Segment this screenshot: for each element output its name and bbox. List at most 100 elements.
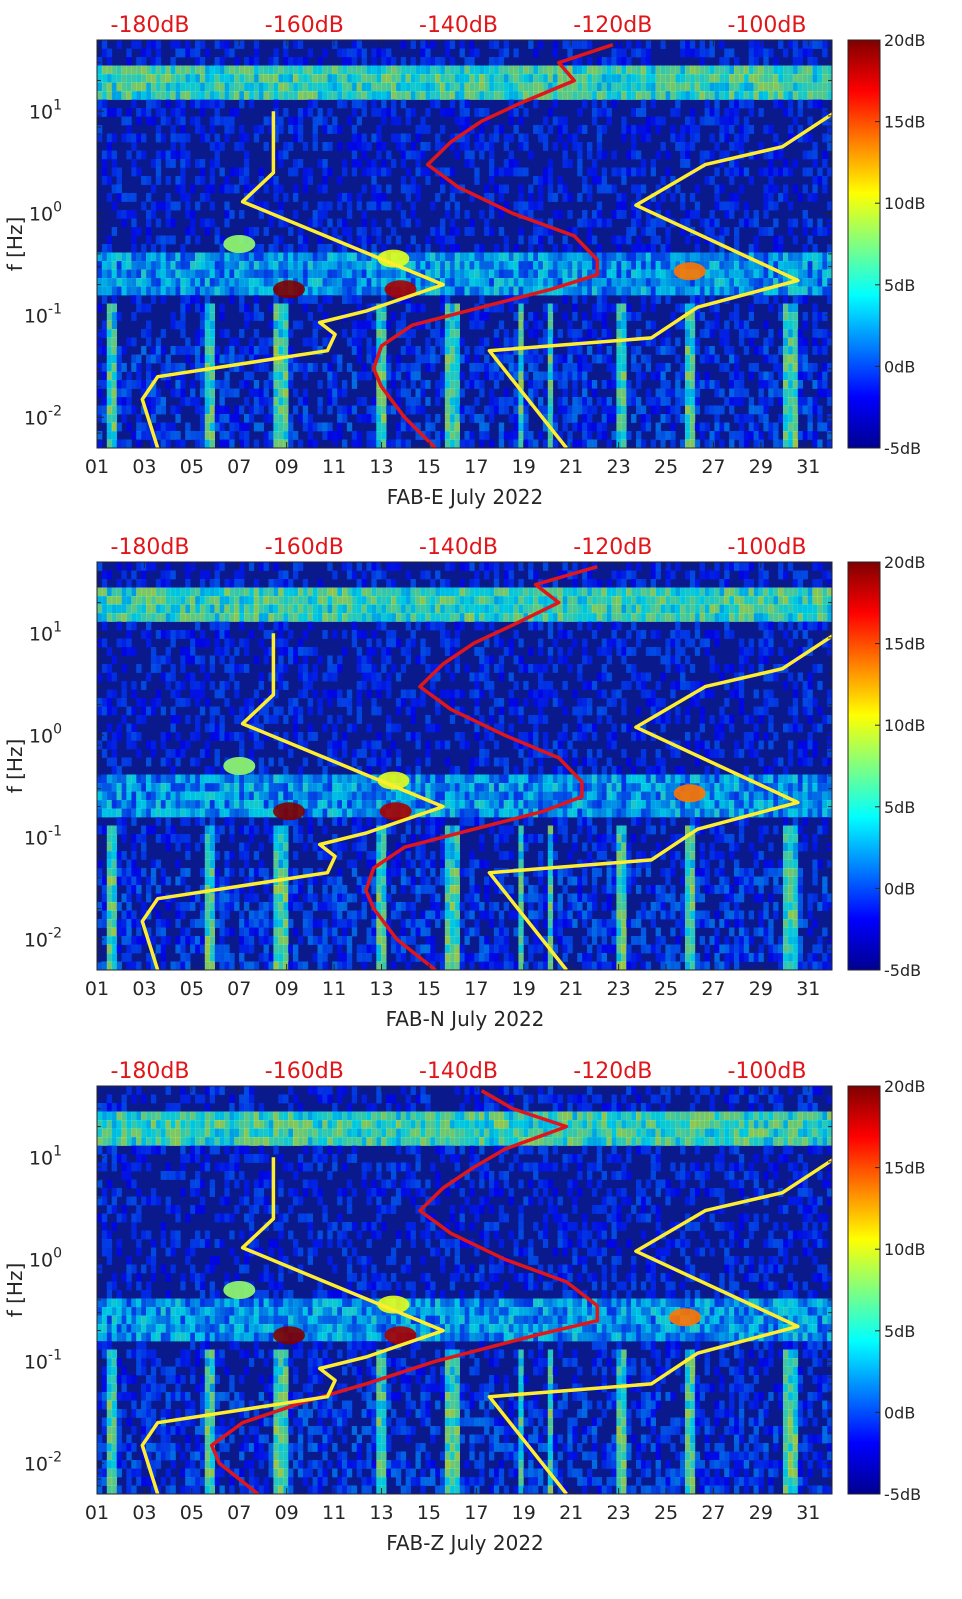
high-noise-model-curve [487,1158,832,1494]
y-tick-base: 10 [29,623,53,645]
colorbar-label: 20dB [884,553,926,572]
db-axis-label: -140dB [419,535,498,560]
spectrogram-area [97,40,832,448]
y-tick-base: 10 [24,1453,48,1475]
x-tick-label: 23 [607,456,631,478]
x-tick-label: 27 [701,456,725,478]
x-tick-label: 13 [369,978,393,1000]
hotspot-1 [379,802,412,821]
y-tick-label: 101 [29,97,62,123]
colorbar-label: 10dB [884,194,926,213]
db-axis-label: -140dB [419,13,498,38]
colorbar-label: 20dB [884,1077,926,1096]
colorbar-label: 5dB [884,1322,915,1341]
colorbar-label: 0dB [884,357,915,376]
db-axis-label: -160dB [265,535,344,560]
y-tick-exponent: -1 [48,301,62,317]
x-tick-label: 19 [512,456,536,478]
y-tick-base: 10 [29,725,53,747]
db-axis-label: -140dB [419,1059,498,1084]
colorbar-label: 0dB [884,879,915,898]
hotspot-2 [673,262,706,281]
colorbar-label: 20dB [884,31,926,50]
y-axis-title: f [Hz] [3,739,27,794]
x-axis-title: FAB-N July 2022 [386,1007,545,1031]
hotspot-4 [223,757,256,775]
y-tick-label: 10-1 [24,301,62,327]
x-tick-label: 15 [417,456,441,478]
y-tick-exponent: -1 [48,823,62,839]
x-tick-label: 15 [417,1502,441,1524]
hotspot-3 [377,1295,410,1314]
y-tick-base: 10 [24,407,48,429]
x-tick-label: 17 [464,456,488,478]
y-tick-label: 10-2 [24,403,62,429]
colorbar-gradient [847,561,881,971]
colorbar-label: 10dB [884,1240,926,1259]
y-tick-exponent: -2 [48,403,62,419]
y-tick-exponent: 0 [53,199,62,215]
high-noise-model-curve [487,112,832,448]
x-tick-label: 19 [512,978,536,1000]
spectrogram-texture [97,562,832,970]
spectrogram-texture [97,1086,832,1494]
y-tick-base: 10 [29,1249,53,1271]
colorbar-label: 5dB [884,276,915,295]
x-tick-label: 05 [180,1502,204,1524]
hotspot-4 [223,1281,256,1299]
colorbar-label: 15dB [884,1159,926,1178]
x-tick-label: 29 [749,1502,773,1524]
colorbar-label: 10dB [884,716,926,735]
x-tick-label: 05 [180,456,204,478]
y-tick-exponent: -1 [48,1347,62,1363]
y-tick-base: 10 [24,1351,48,1373]
colorbar-label: -5dB [884,439,921,458]
median-psd-curve [371,43,614,448]
panel-fab-n: 01 03 05 07 09 11 13 15 17 19 21 23 25 27 29 3110110010… [3,535,926,1031]
hotspot-0 [273,280,305,299]
db-axis-label: -180dB [111,1059,190,1084]
y-tick-label: 10-2 [24,925,62,951]
colorbar: 20dB 15dB 10dB 5dB 0dB -5dB [847,553,926,980]
db-axis-label: -120dB [573,13,652,38]
y-tick-label: 100 [29,1245,62,1271]
y-tick-base: 10 [24,305,48,327]
x-tick-label: 23 [607,978,631,1000]
db-axis-label: -100dB [728,535,807,560]
low-noise-model-curve [140,111,445,448]
x-tick-label: 05 [180,978,204,1000]
colorbar-label: 15dB [884,113,926,132]
colorbar-label: -5dB [884,961,921,980]
x-tick-label: 01 [85,1502,109,1524]
colorbar-gradient [847,39,881,449]
hotspot-2 [669,1308,701,1327]
y-tick-label: 10-1 [24,1347,62,1373]
db-axis-label: -180dB [111,535,190,560]
panel-fab-e: 01 03 05 07 09 11 13 15 17 19 21 23 25 27 29 3110110010… [3,13,926,509]
spectrogram-area [97,562,832,970]
y-tick-exponent: -2 [48,1449,62,1465]
low-noise-model-curve [140,1157,445,1494]
colorbar: 20dB 15dB 10dB 5dB 0dB -5dB [847,31,926,458]
y-tick-base: 10 [24,929,48,951]
db-axis-label: -160dB [265,1059,344,1084]
low-noise-model-curve [140,633,445,970]
x-tick-label: 07 [227,978,251,1000]
panel-fab-z: 01 03 05 07 09 11 13 15 17 19 21 23 25 27 29 3110110010… [3,1059,926,1555]
x-axis-title: FAB-Z July 2022 [386,1531,544,1555]
y-axis-title: f [Hz] [3,217,27,272]
x-tick-label: 11 [322,978,346,1000]
spectrogram-texture [97,40,832,448]
db-axis-label: -120dB [573,1059,652,1084]
x-tick-label: 01 [85,978,109,1000]
x-tick-label: 09 [275,456,299,478]
x-tick-label: 25 [654,978,678,1000]
y-tick-exponent: 1 [53,1143,62,1159]
x-tick-label: 31 [796,978,820,1000]
x-tick-label: 03 [132,456,156,478]
x-tick-label: 09 [275,1502,299,1524]
y-tick-exponent: 0 [53,721,62,737]
hotspot-2 [673,784,706,803]
y-tick-base: 10 [29,1147,53,1169]
x-tick-label: 29 [749,456,773,478]
